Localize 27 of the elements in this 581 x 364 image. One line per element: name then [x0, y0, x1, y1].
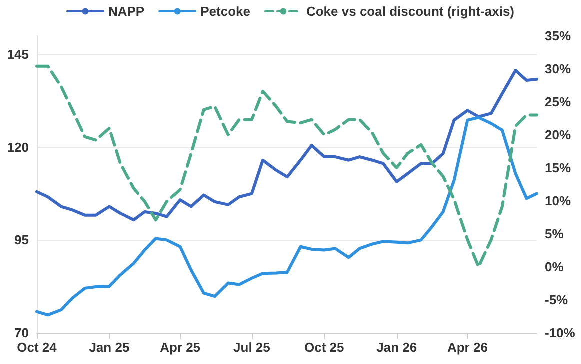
x-tick-label: Jan 25: [89, 340, 130, 355]
y2-tick-label: 0%: [545, 260, 564, 274]
x-tick-label: Jan 26: [376, 340, 418, 355]
line-series: [36, 69, 538, 222]
y-tick-label: 70: [14, 326, 29, 340]
legend-label: NAPP: [108, 4, 145, 19]
y2-tick-label: 10%: [545, 194, 572, 208]
y2-tick-label: -10%: [545, 326, 576, 340]
x-tick-label: Apr 26: [447, 340, 488, 355]
y-tick-label: 120: [7, 140, 29, 155]
y2-tick-label: 20%: [545, 128, 572, 142]
x-tick-label: Jul 25: [234, 340, 270, 355]
x-tick-label: Oct 24: [17, 340, 58, 355]
legend-label: Coke vs coal discount (right-axis): [306, 4, 515, 19]
x-tick-label: Oct 25: [304, 340, 344, 355]
line-series: [36, 116, 538, 317]
y-tick-label: 145: [7, 47, 29, 62]
line-series: [36, 64, 538, 268]
legend-label: Petcoke: [200, 4, 250, 19]
y2-tick-label: 35%: [545, 28, 572, 44]
y-tick-label: 95: [14, 232, 29, 248]
y2-tick-label: 15%: [545, 160, 572, 176]
y2-tick-label: 30%: [545, 62, 572, 76]
x-tick-label: Apr 25: [160, 340, 201, 355]
y2-tick-label: 5%: [545, 226, 564, 242]
y2-tick-label: -5%: [545, 292, 569, 308]
y2-tick-label: 25%: [545, 94, 572, 110]
